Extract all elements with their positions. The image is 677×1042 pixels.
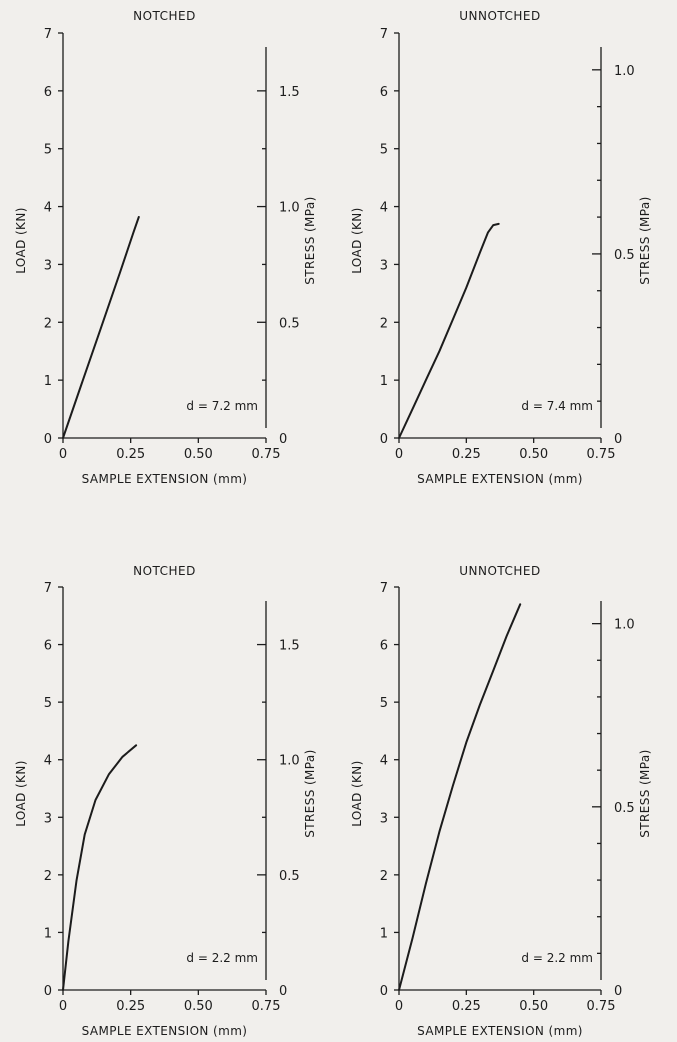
y-tick-label: 3 — [380, 811, 388, 826]
load-extension-curve-1 — [62, 216, 140, 439]
y2-tick-label: 1.0 — [279, 754, 300, 769]
y2-tick-label: 1.5 — [279, 85, 300, 100]
x-tick-label: 0.75 — [252, 999, 281, 1014]
y2-tick-label: 0.5 — [614, 248, 635, 263]
y2-axis-label: STRESS (MPa) — [638, 196, 652, 284]
y-tick-label: 1 — [380, 926, 388, 941]
y2-tick-label: 0 — [279, 432, 287, 447]
y-tick-label: 0 — [44, 984, 52, 999]
y-tick-label: 6 — [44, 85, 52, 100]
x-tick-label: 0.25 — [116, 447, 145, 462]
specimen-thickness-label: d = 2.2 mm — [186, 951, 258, 965]
y-tick-label: 5 — [44, 143, 52, 158]
y-tick-label: 2 — [380, 869, 388, 884]
y-tick-label: 7 — [44, 27, 52, 42]
load-extension-curve-1 — [62, 744, 138, 991]
y2-tick-label: 0.5 — [279, 316, 300, 331]
y-tick-label: 4 — [44, 754, 52, 769]
load-extension-curve-1 — [398, 603, 522, 991]
y-axis-label: LOAD (KN) — [14, 207, 28, 274]
x-tick-label: 0 — [59, 447, 67, 462]
y-tick-label: 0 — [380, 984, 388, 999]
y2-tick-label: 1.0 — [279, 201, 300, 216]
y-tick-label: 3 — [44, 811, 52, 826]
y2-tick-label: 0 — [279, 984, 287, 999]
x-tick-label: 0 — [395, 999, 403, 1014]
y2-tick-label: 0.5 — [614, 801, 635, 816]
y-tick-label: 1 — [44, 926, 52, 941]
y-tick-label: 4 — [380, 754, 388, 769]
y2-tick-label: 1.5 — [279, 639, 300, 654]
y2-axis-label: STRESS (MPa) — [638, 749, 652, 837]
x-tick-label: 0 — [395, 447, 403, 462]
y-tick-label: 5 — [44, 696, 52, 711]
y-tick-label: 5 — [380, 696, 388, 711]
load-extension-curve-1 — [398, 222, 500, 439]
x-tick-label: 0.75 — [587, 999, 616, 1014]
y-axis-label: LOAD (KN) — [350, 207, 364, 274]
y2-tick-label: 1.0 — [614, 618, 635, 633]
y-tick-label: 1 — [380, 374, 388, 389]
specimen-thickness-label: d = 7.2 mm — [186, 399, 258, 413]
y-tick-label: 7 — [380, 581, 388, 596]
y-tick-label: 2 — [44, 316, 52, 331]
y2-axis-label: STRESS (MPa) — [303, 749, 317, 837]
y-axis-label: LOAD (KN) — [14, 760, 28, 827]
x-tick-label: 0.75 — [252, 447, 281, 462]
y-tick-label: 7 — [380, 27, 388, 42]
chart-title: UNNOTCHED — [459, 564, 541, 578]
x-tick-label: 0.50 — [184, 447, 213, 462]
chart-title: NOTCHED — [133, 564, 196, 578]
x-axis-label: SAMPLE EXTENSION (mm) — [417, 472, 583, 486]
y-tick-label: 6 — [380, 639, 388, 654]
y-tick-label: 5 — [380, 143, 388, 158]
x-tick-label: 0.75 — [587, 447, 616, 462]
y-tick-label: 6 — [44, 639, 52, 654]
y-tick-label: 1 — [44, 374, 52, 389]
y-tick-label: 3 — [380, 258, 388, 273]
y-axis-label: LOAD (KN) — [350, 760, 364, 827]
x-tick-label: 0.50 — [519, 447, 548, 462]
y-tick-label: 0 — [380, 432, 388, 447]
y-tick-label: 3 — [44, 258, 52, 273]
chart-title: NOTCHED — [133, 9, 196, 23]
y-tick-label: 7 — [44, 581, 52, 596]
specimen-thickness-label: d = 7.4 mm — [521, 399, 593, 413]
y-tick-label: 0 — [44, 432, 52, 447]
y2-tick-label: 1.0 — [614, 64, 635, 79]
y-tick-label: 2 — [44, 869, 52, 884]
x-tick-label: 0.25 — [452, 999, 481, 1014]
x-tick-label: 0 — [59, 999, 67, 1014]
y2-tick-label: 0 — [614, 432, 622, 447]
y2-tick-label: 0.5 — [279, 869, 300, 884]
y-tick-label: 4 — [380, 201, 388, 216]
x-tick-label: 0.25 — [452, 447, 481, 462]
y2-tick-label: 0 — [614, 984, 622, 999]
x-axis-label: SAMPLE EXTENSION (mm) — [82, 1024, 248, 1038]
chart-title: UNNOTCHED — [459, 9, 541, 23]
y-tick-label: 6 — [380, 85, 388, 100]
y2-axis-label: STRESS (MPa) — [303, 196, 317, 284]
x-tick-label: 0.50 — [519, 999, 548, 1014]
x-tick-label: 0.50 — [184, 999, 213, 1014]
x-tick-label: 0.25 — [116, 999, 145, 1014]
y-tick-label: 4 — [44, 201, 52, 216]
x-axis-label: SAMPLE EXTENSION (mm) — [82, 472, 248, 486]
x-axis-label: SAMPLE EXTENSION (mm) — [417, 1024, 583, 1038]
y-tick-label: 2 — [380, 316, 388, 331]
specimen-thickness-label: d = 2.2 mm — [521, 951, 593, 965]
